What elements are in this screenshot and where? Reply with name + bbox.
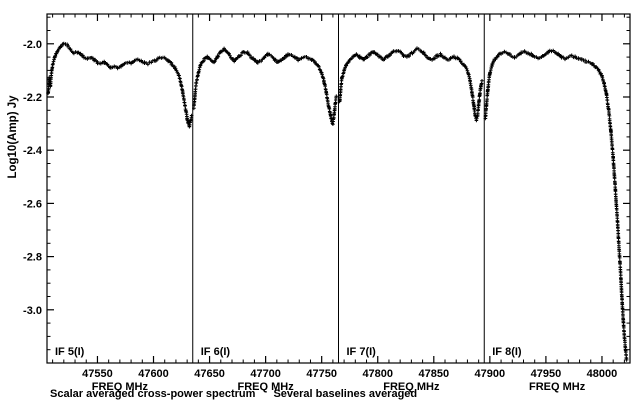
x-axis-title: FREQ MHz bbox=[92, 381, 149, 393]
x-tick-label: 47800 bbox=[362, 368, 393, 380]
y-tick-label: -3.0 bbox=[23, 305, 42, 317]
x-tick-label: 48000 bbox=[587, 368, 618, 380]
x-tick-label: 47650 bbox=[194, 368, 225, 380]
y-tick-label: -2.4 bbox=[23, 145, 43, 157]
x-axis-title: FREQ MHz bbox=[383, 381, 440, 393]
x-tick-label: 47600 bbox=[138, 368, 169, 380]
y-tick-label: -2.2 bbox=[23, 92, 42, 104]
footer-left-text: Scalar averaged cross-power spectrum bbox=[50, 388, 256, 400]
spectrum-trace bbox=[192, 46, 339, 126]
x-tick-label: 47750 bbox=[306, 368, 337, 380]
panel-label: IF 5(I) bbox=[55, 346, 85, 358]
x-tick-label: 47950 bbox=[531, 368, 562, 380]
footer-right-text: Several baselines averaged bbox=[273, 388, 418, 400]
spectrum-trace bbox=[46, 41, 194, 129]
panel-label: IF 6(I) bbox=[201, 346, 231, 358]
y-tick-label: -2.0 bbox=[23, 39, 42, 51]
footer-caption: Scalar averaged cross-power spectrum Seve… bbox=[50, 388, 417, 400]
x-tick-label: 47700 bbox=[250, 368, 281, 380]
x-tick-label: 47850 bbox=[419, 368, 450, 380]
x-tick-label: 47900 bbox=[475, 368, 506, 380]
spectrum-trace bbox=[337, 46, 484, 123]
panel-label: IF 7(I) bbox=[347, 346, 377, 358]
spectrum-trace bbox=[483, 48, 629, 362]
y-axis-title: Log10(Amp) Jy bbox=[7, 95, 19, 179]
y-tick-label: -2.8 bbox=[23, 252, 42, 264]
x-axis-title: FREQ MHz bbox=[238, 381, 295, 393]
x-tick-label: 47550 bbox=[82, 368, 113, 380]
panel-label: IF 8(I) bbox=[492, 346, 522, 358]
y-tick-label: -2.6 bbox=[23, 198, 42, 210]
x-axis-title: FREQ MHz bbox=[529, 381, 586, 393]
